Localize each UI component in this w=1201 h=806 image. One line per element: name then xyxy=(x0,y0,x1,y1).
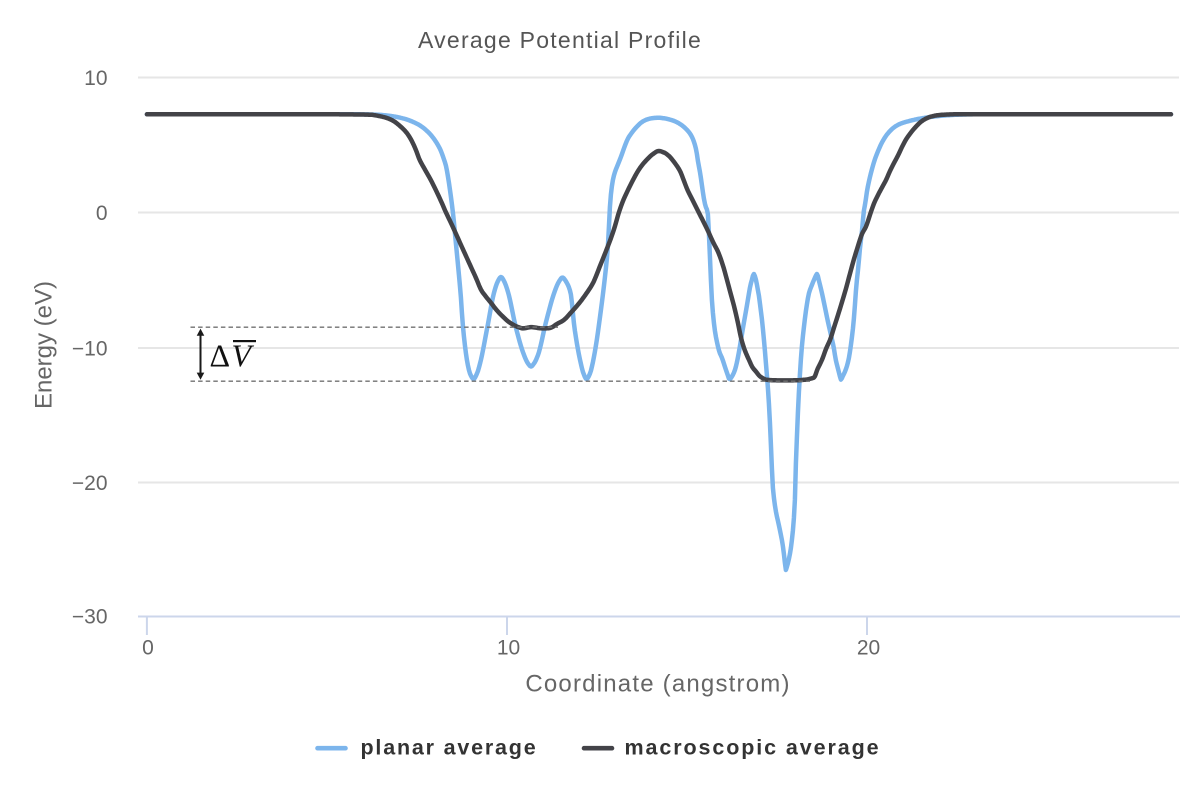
svg-text:10: 10 xyxy=(497,636,520,659)
svg-text:0: 0 xyxy=(142,636,154,659)
svg-text:planar average: planar average xyxy=(361,736,538,760)
svg-text:−30: −30 xyxy=(72,606,108,629)
svg-text:10: 10 xyxy=(84,67,107,90)
svg-text:Average Potential Profile: Average Potential Profile xyxy=(418,27,702,53)
svg-text:V: V xyxy=(232,338,255,374)
svg-text:−20: −20 xyxy=(72,472,108,495)
svg-text:20: 20 xyxy=(857,636,880,659)
svg-text:−10: −10 xyxy=(72,338,108,361)
svg-text:macroscopic average: macroscopic average xyxy=(625,736,881,760)
svg-text:Coordinate (angstrom): Coordinate (angstrom) xyxy=(525,670,790,697)
svg-text:Energy (eV): Energy (eV) xyxy=(31,281,58,409)
svg-text:0: 0 xyxy=(96,202,108,225)
svg-text:Δ: Δ xyxy=(210,338,231,374)
